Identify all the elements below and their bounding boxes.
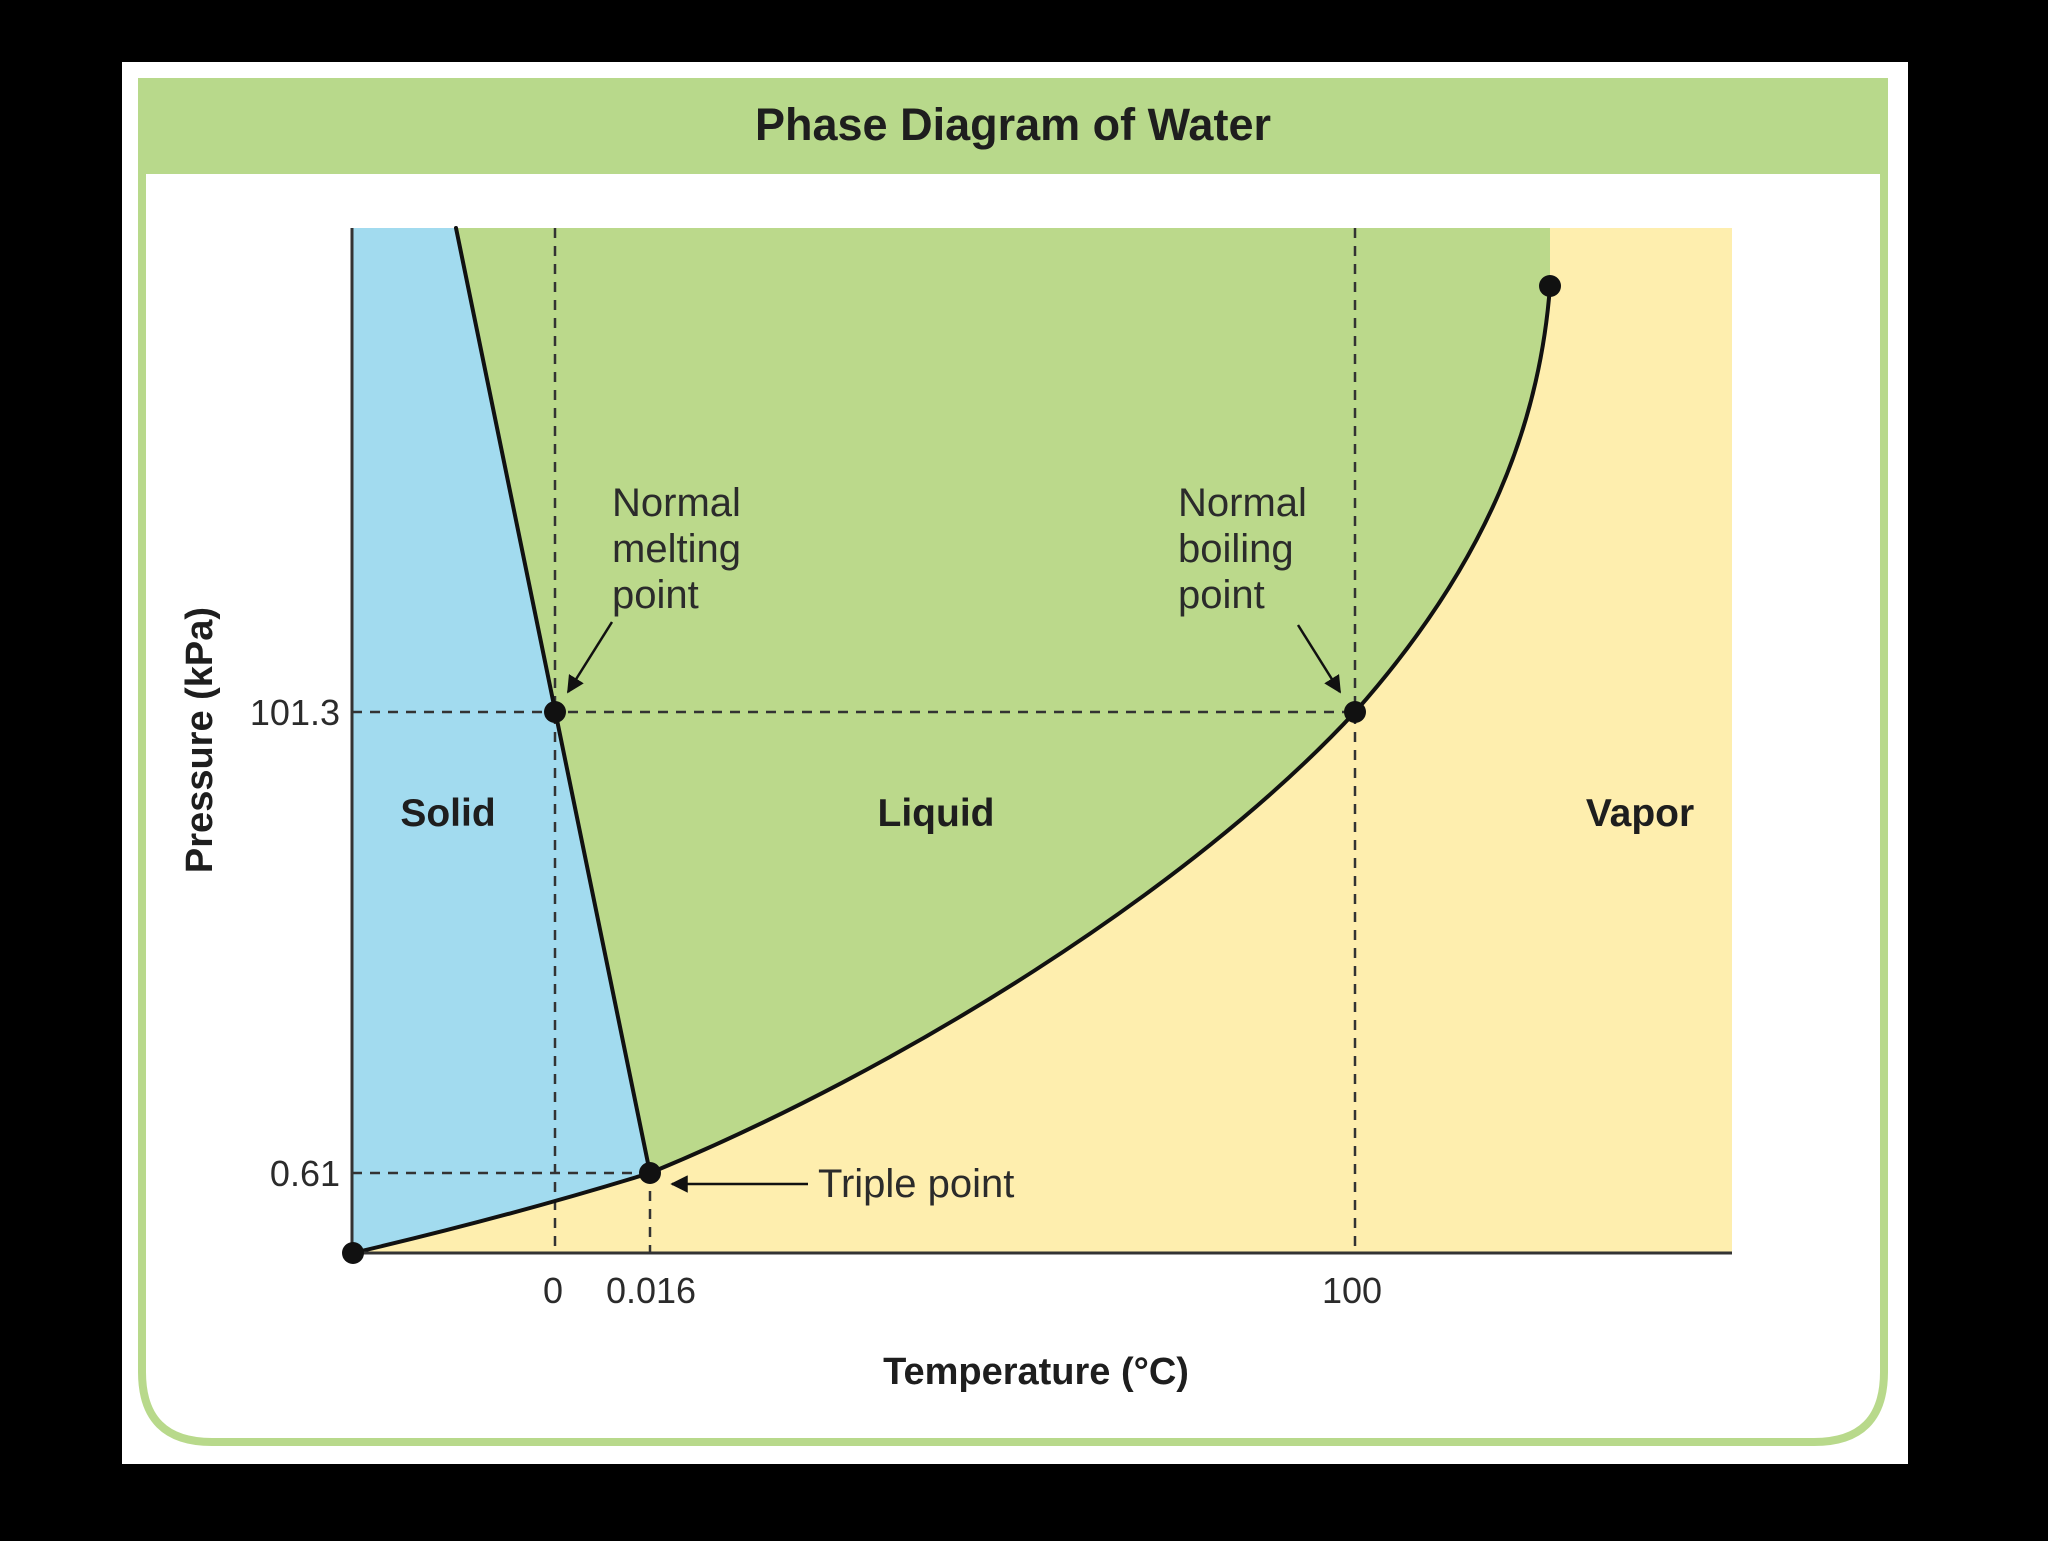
normal-melting-point-marker bbox=[544, 701, 566, 723]
boiling-point-label: Normal boiling point bbox=[1178, 481, 1318, 617]
solid-region bbox=[352, 228, 650, 1253]
title-band bbox=[142, 82, 1884, 174]
vapor-region-label: Vapor bbox=[1586, 792, 1694, 835]
key-points bbox=[342, 275, 1561, 1264]
melting-point-arrow bbox=[566, 621, 614, 694]
y-axis-title: Pressure (kPa) bbox=[179, 607, 221, 873]
y-tick-label: 0.61 bbox=[270, 1153, 340, 1194]
triple-point-marker bbox=[639, 1162, 661, 1184]
fusion-curve bbox=[454, 226, 652, 1175]
x-tick-label: 0.016 bbox=[606, 1270, 696, 1311]
y-tick-label: 101.3 bbox=[250, 692, 340, 733]
melting-point-label: Normal melting point bbox=[612, 481, 752, 617]
diagram-title: Phase Diagram of Water bbox=[755, 99, 1271, 150]
axes bbox=[350, 228, 1732, 1255]
reference-lines bbox=[352, 228, 1357, 1253]
origin-point-marker bbox=[342, 1242, 364, 1264]
sublimation-curve bbox=[351, 1171, 652, 1255]
x-tick-label: 0 bbox=[543, 1270, 563, 1311]
critical-point-marker bbox=[1539, 275, 1561, 297]
vaporization-curve bbox=[648, 284, 1552, 1175]
normal-boiling-point-marker bbox=[1344, 701, 1366, 723]
x-axis-title: Temperature (°C) bbox=[883, 1351, 1189, 1393]
liquid-region-label: Liquid bbox=[878, 792, 995, 835]
phase-boundaries bbox=[351, 226, 1552, 1255]
boiling-point-arrow bbox=[1296, 624, 1342, 694]
liquid-region bbox=[456, 228, 1550, 1173]
solid-region-label: Solid bbox=[400, 792, 495, 835]
triple-point-label: Triple point bbox=[818, 1162, 1014, 1206]
x-tick-label: 100 bbox=[1322, 1270, 1382, 1311]
